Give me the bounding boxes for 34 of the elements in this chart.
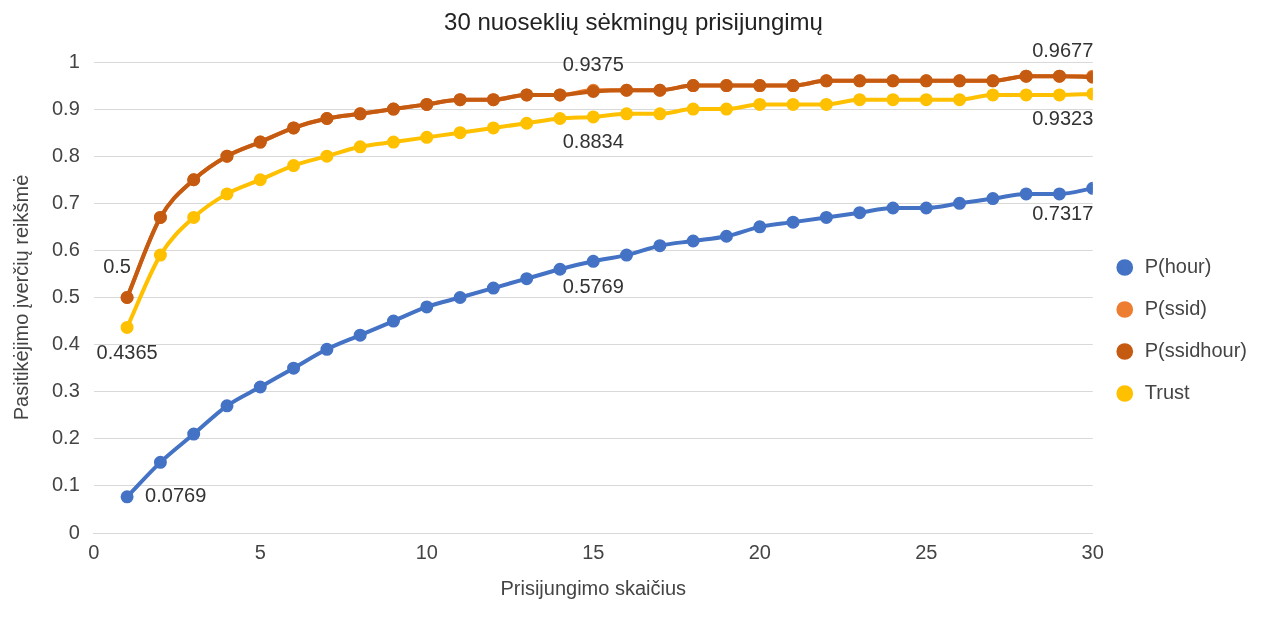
data-label: 0.9677 <box>1032 38 1094 61</box>
data-label: 0.4365 <box>96 340 158 363</box>
y-tick-label: 0.4 <box>51 332 80 355</box>
x-tick-label: 5 <box>254 540 266 563</box>
data-label: 0.9375 <box>562 52 624 75</box>
data-label: 0.8834 <box>562 130 624 153</box>
y-tick-label: 0.5 <box>51 285 80 308</box>
data-label: 0.9323 <box>1032 107 1094 130</box>
y-axis-title: Pasitikėjimo įverčių reikšmė <box>9 174 32 421</box>
y-tick-label: 1 <box>68 49 80 72</box>
chart-title: 30 nuoseklių sėkmingų prisijungimų <box>443 8 824 36</box>
x-tick-label: 15 <box>582 540 605 563</box>
y-tick-label: 0.6 <box>51 237 80 260</box>
data-label: 0.5769 <box>562 274 624 297</box>
y-tick-label: 0.1 <box>51 473 80 496</box>
x-tick-label: 25 <box>915 540 938 563</box>
x-tick-label: 30 <box>1081 540 1104 563</box>
y-tick-label: 0.7 <box>51 190 80 213</box>
y-tick-label: 0.3 <box>51 379 80 402</box>
legend-label: P(hour) <box>1144 255 1212 278</box>
data-label: 0.5 <box>103 255 132 278</box>
data-label: 0.0769 <box>145 484 207 507</box>
x-axis-title: Prisijungimo skaičius <box>500 576 687 599</box>
x-tick-label: 0 <box>88 540 100 563</box>
x-tick-label: 10 <box>415 540 438 563</box>
x-tick-label: 20 <box>748 540 771 563</box>
y-tick-label: 0.9 <box>51 96 80 119</box>
legend-label: P(ssidhour) <box>1144 339 1248 362</box>
legend-label: Trust <box>1144 381 1190 404</box>
y-tick-label: 0.8 <box>51 143 80 166</box>
y-tick-label: 0 <box>68 520 80 543</box>
data-label: 0.7317 <box>1032 201 1094 224</box>
y-tick-label: 0.2 <box>51 426 80 449</box>
legend-label: P(ssid) <box>1144 297 1207 320</box>
